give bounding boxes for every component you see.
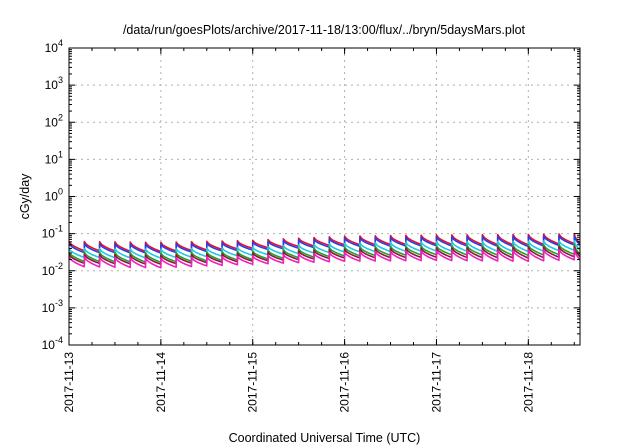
y-tick-label: 102 [45,112,63,129]
grid [69,48,580,345]
y-axis-title: cGy/day [18,173,32,220]
y-axis-tick-labels: 104 103 102 101 100 10-1 10-2 10-3 10-4 [42,38,63,352]
y-tick-label: 10-4 [42,335,63,352]
y-tick-label: 104 [45,38,63,55]
series-group [68,232,581,269]
x-tick-label: 2017-11-15 [246,352,260,413]
x-tick-label: 2017-11-17 [429,352,443,413]
y-tick-label: 10-1 [42,224,63,241]
series-line-6 [68,248,581,269]
y-tick-label: 100 [45,187,63,204]
x-axis-title: Coordinated Universal Time (UTC) [229,431,421,445]
y-tick-label: 101 [45,149,63,166]
x-tick-label: 2017-11-18 [521,352,535,413]
series-line-2 [68,234,581,254]
x-tick-label: 2017-11-16 [338,352,352,413]
x-axis-tick-labels: 2017-11-13 2017-11-14 2017-11-15 2017-11-16… [62,352,535,413]
plot-frame [68,47,581,346]
chart-title: /data/run/goesPlots/archive/2017-11-18/1… [123,23,526,37]
y-tick-label: 10-2 [42,261,63,278]
y-tick-label: 103 [45,75,63,92]
y-tick-label: 10-3 [42,298,63,315]
x-tick-label: 2017-11-14 [154,352,168,413]
axis-ticks [68,47,580,346]
x-tick-label: 2017-11-13 [62,352,76,413]
